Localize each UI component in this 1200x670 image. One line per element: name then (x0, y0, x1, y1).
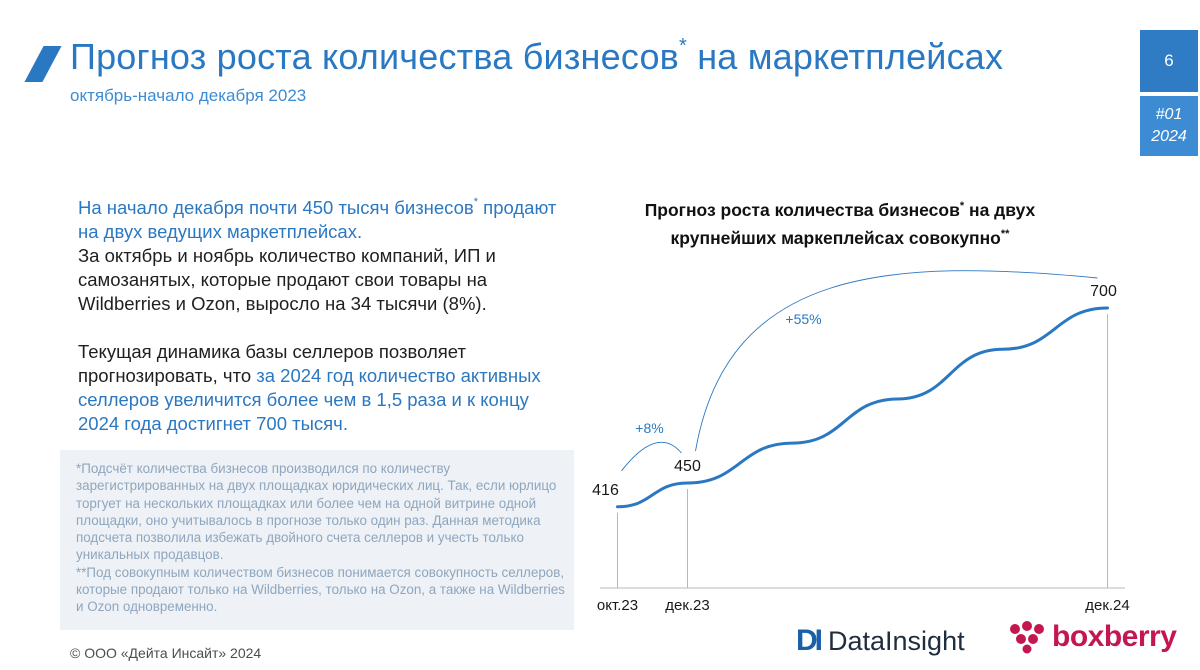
footnote-2: **Под совокупным количеством бизнесов по… (76, 564, 565, 615)
x-tick-label: дек.23 (665, 597, 710, 614)
annotation-label: +55% (785, 311, 821, 327)
growth-arc-long (695, 270, 1098, 452)
main-paragraph-2: За октябрь и ноябрь количество компаний,… (78, 245, 496, 315)
x-tick-label: дек.24 (1085, 597, 1130, 614)
issue-number: #01 (1155, 106, 1183, 123)
title-accent-slash (24, 46, 62, 82)
datainsight-logo: DI DataInsight (796, 624, 965, 658)
chart-title: Прогноз роста количества бизнесов* на дв… (644, 199, 1036, 248)
growth-line-chart: окт.23 дек.23 дек.24 416 450 700 +8% +55% (592, 270, 1130, 614)
issue-badge: #01 2024 (1140, 96, 1198, 156)
issue-year: 2024 (1151, 128, 1187, 145)
copyright: © ООО «Дейта Инсайт» 2024 (70, 645, 262, 661)
main-paragraph-1: На начало декабря почти 450 тысяч бизнес… (78, 196, 557, 243)
boxberry-wordmark: boxberry (1052, 620, 1177, 653)
page-number-badge: 6 (1140, 30, 1198, 92)
data-label: 700 (1090, 283, 1117, 300)
series-line (616, 306, 1109, 509)
boxberry-logo: boxberry (1008, 620, 1177, 654)
footnote-1: *Подсчёт количества бизнесов производилс… (76, 461, 557, 563)
page-title: Прогноз роста количества бизнесов* на ма… (70, 35, 1004, 77)
x-tick-label: окт.23 (597, 597, 638, 614)
datainsight-mark: DI (796, 624, 823, 657)
footnote-box: *Подсчёт количества бизнесов производилс… (60, 450, 574, 630)
growth-arc-short (621, 441, 682, 472)
main-text-block: На начало декабря почти 450 тысяч бизнес… (78, 192, 558, 436)
data-label: 416 (592, 482, 619, 499)
datainsight-wordmark: DataInsight (828, 625, 965, 656)
data-label: 450 (674, 458, 701, 475)
page-subtitle: октябрь-начало декабря 2023 (70, 86, 307, 105)
main-paragraph-3: Текущая динамика базы селлеров позволяет… (78, 341, 541, 435)
annotation-label: +8% (635, 420, 663, 436)
boxberry-berry-icon (1010, 621, 1044, 654)
